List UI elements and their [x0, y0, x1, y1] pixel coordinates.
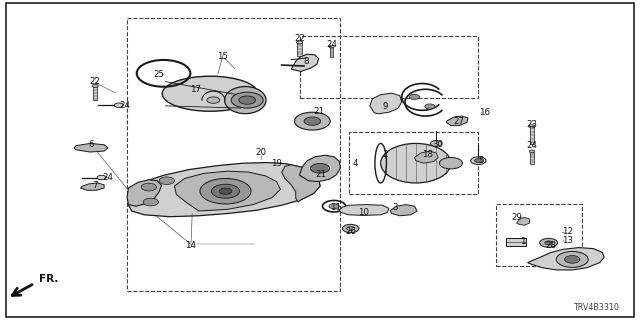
Text: 17: 17: [190, 85, 201, 94]
Text: 19: 19: [271, 159, 282, 168]
Circle shape: [211, 184, 239, 198]
Circle shape: [141, 183, 157, 191]
Circle shape: [231, 92, 263, 108]
Text: 12: 12: [562, 227, 573, 236]
Circle shape: [556, 252, 588, 268]
Text: 16: 16: [479, 108, 490, 117]
Circle shape: [143, 198, 159, 206]
Circle shape: [529, 150, 534, 153]
Circle shape: [115, 103, 124, 108]
Circle shape: [304, 117, 321, 125]
Text: 21: 21: [313, 107, 324, 116]
Text: 24: 24: [527, 141, 538, 150]
Text: 21: 21: [316, 170, 327, 179]
Circle shape: [159, 177, 174, 185]
Polygon shape: [300, 155, 340, 182]
Text: 22: 22: [90, 77, 100, 86]
Text: 7: 7: [92, 181, 98, 190]
Bar: [530, 126, 534, 144]
Polygon shape: [81, 183, 104, 190]
Circle shape: [564, 256, 580, 263]
Text: 25: 25: [154, 70, 164, 79]
Circle shape: [239, 96, 255, 104]
Text: 15: 15: [218, 52, 228, 61]
Circle shape: [529, 125, 535, 128]
Polygon shape: [390, 204, 417, 216]
Text: 5: 5: [478, 156, 484, 165]
Polygon shape: [291, 54, 319, 71]
Bar: [506, 238, 525, 246]
Bar: [93, 86, 97, 100]
Polygon shape: [339, 204, 389, 215]
Bar: [495, 204, 582, 266]
Circle shape: [294, 112, 330, 130]
Text: 10: 10: [358, 208, 369, 217]
Polygon shape: [370, 93, 402, 114]
Text: 30: 30: [433, 140, 444, 149]
Circle shape: [329, 204, 339, 209]
Circle shape: [219, 188, 232, 195]
Bar: [349, 132, 478, 195]
Polygon shape: [516, 217, 529, 225]
Text: 18: 18: [422, 150, 433, 159]
Bar: [300, 36, 478, 98]
Bar: [127, 18, 340, 291]
Text: 26: 26: [345, 227, 356, 236]
Text: 11: 11: [330, 203, 342, 212]
Circle shape: [342, 224, 359, 233]
Text: 1: 1: [520, 237, 526, 246]
Circle shape: [200, 179, 251, 204]
Text: 3: 3: [392, 203, 398, 212]
Bar: [330, 47, 333, 57]
Circle shape: [97, 175, 106, 180]
Bar: [298, 43, 302, 56]
Text: 28: 28: [546, 241, 557, 250]
Text: 2: 2: [382, 150, 388, 159]
Polygon shape: [174, 171, 280, 211]
Circle shape: [329, 45, 334, 48]
Circle shape: [431, 140, 442, 146]
Polygon shape: [74, 143, 108, 152]
Circle shape: [410, 94, 420, 100]
Polygon shape: [282, 165, 320, 202]
Text: 8: 8: [303, 57, 308, 66]
Ellipse shape: [163, 76, 258, 111]
Polygon shape: [127, 180, 162, 206]
Text: 22: 22: [294, 34, 305, 43]
Circle shape: [207, 97, 220, 103]
Ellipse shape: [381, 143, 451, 183]
Text: 9: 9: [383, 102, 388, 111]
Text: FR.: FR.: [39, 274, 58, 284]
Circle shape: [545, 241, 552, 245]
Text: 24: 24: [102, 173, 113, 182]
Polygon shape: [527, 248, 604, 270]
Polygon shape: [129, 163, 320, 217]
Text: 23: 23: [527, 120, 538, 129]
Text: 24: 24: [120, 101, 131, 110]
Text: 4: 4: [353, 159, 358, 168]
Text: 13: 13: [562, 236, 573, 245]
Text: 6: 6: [88, 140, 94, 148]
Circle shape: [310, 164, 330, 173]
Circle shape: [440, 157, 463, 169]
Bar: [530, 151, 534, 164]
Text: 20: 20: [256, 148, 267, 157]
Polygon shape: [447, 116, 468, 125]
Circle shape: [92, 84, 99, 87]
Circle shape: [296, 41, 303, 44]
Text: 14: 14: [186, 241, 196, 250]
Circle shape: [425, 104, 435, 109]
Circle shape: [540, 238, 557, 247]
Polygon shape: [415, 151, 438, 163]
Text: 27: 27: [454, 116, 465, 126]
Text: TRV4B3310: TRV4B3310: [573, 303, 619, 312]
Ellipse shape: [225, 87, 266, 114]
Circle shape: [470, 157, 486, 164]
Text: 24: 24: [326, 40, 337, 49]
Text: 29: 29: [511, 213, 522, 222]
Circle shape: [474, 159, 482, 163]
